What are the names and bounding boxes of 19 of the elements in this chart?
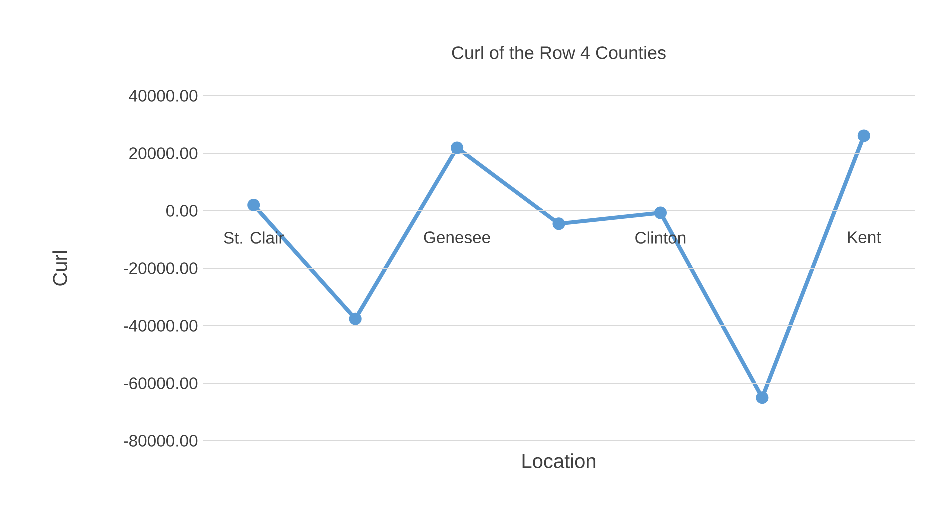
y-axis-title: Curl [52,252,68,286]
point [349,312,362,326]
x-tick-label: Genesee [424,232,490,244]
y-tick-label: 0.00 [166,205,198,217]
x-axis-title: Location [522,454,596,468]
point [552,218,566,230]
point [451,142,464,154]
y-tick-label: 20000.00 [130,148,198,160]
y-tick-label: -20000.00 [124,262,198,274]
y-tick-label: -40000.00 [124,320,198,332]
y-tick-label: -80000.00 [124,435,198,447]
y-tick-label: -60000.00 [124,378,198,390]
y-tick-label: 40000.00 [129,90,198,102]
x-tick-label: Kent [848,232,882,244]
point [756,392,769,404]
chart-title: Curl of the Row 4 Counties [452,46,666,60]
point [248,198,260,212]
point [654,206,667,220]
point [858,130,870,142]
